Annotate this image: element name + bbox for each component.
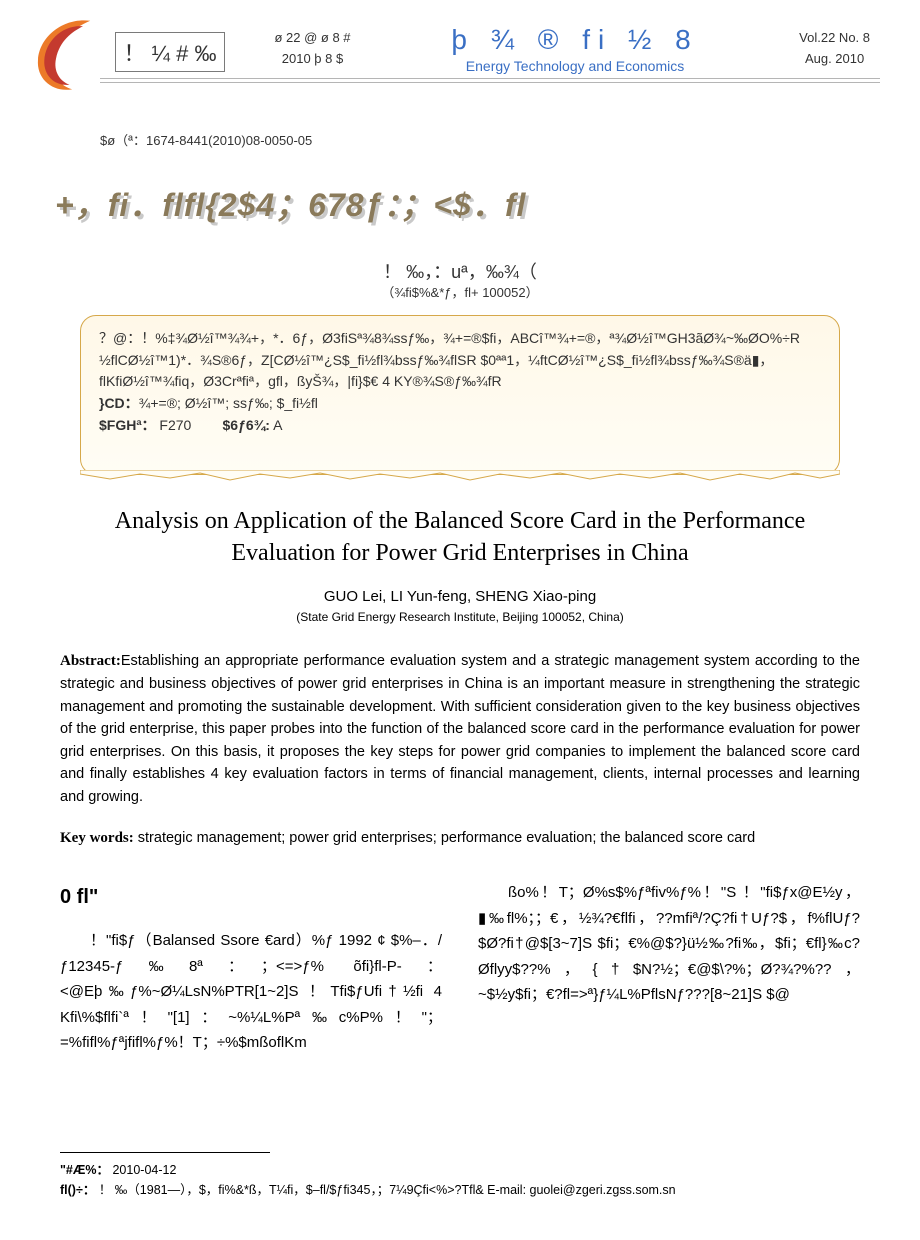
keywords-line-cjk: }CD：¾+=®; Ø½î™; ssƒ‰; $_fi½fl [99, 393, 821, 415]
column-right: ßo%！T；Ø%s$%ƒªfiv%ƒ%！"S ！"fi$ƒx@E½y，▮‰fl%… [478, 880, 860, 1056]
abstract-text-en: Establishing an appropriate performance … [60, 653, 860, 805]
footnote-block: "#Æ%： 2010-04-12 fl()÷： ！ ‰（1981—），$，fi%… [60, 1160, 860, 1200]
header-rule-2 [100, 82, 880, 83]
box-torn-edge [80, 470, 840, 482]
authors-cjk: ！ ‰，：uª，‰¾（ [0, 258, 920, 284]
received-date-line: "#Æ%： 2010-04-12 [60, 1160, 860, 1180]
issue-vol-cjk: ø 22 @ ø 8 # [245, 30, 380, 45]
body-para-left: ！"fi$ƒ（Balansed Ssore €ard）%ƒ 1992 ¢ $%–… [60, 928, 442, 1056]
header-rule-1 [100, 78, 880, 79]
journal-title-cjk: þ ¾ ® fi ½ 8 [395, 24, 755, 56]
journal-cjk-abbrev: ！ ¼ # ‰ [115, 32, 225, 72]
section-0-heading: 0 fl" [60, 880, 442, 914]
article-title-cjk: +，fi．flfl{2$4；678ƒ：；<$．fl +，fi．flfl{2$4；… [55, 180, 875, 230]
journal-title-en: Energy Technology and Economics [395, 58, 755, 74]
article-title-en: Analysis on Application of the Balanced … [80, 505, 840, 570]
keywords-label-en: Key words: [60, 830, 134, 846]
journal-logo [20, 10, 110, 100]
author-bio-line: fl()÷： ！ ‰（1981—），$，fi%&*ß，T¼fi，$–fl/$ƒf… [60, 1180, 860, 1200]
issue-date-en: Aug. 2010 [799, 51, 870, 66]
keywords-en: Key words: strategic management; power g… [60, 830, 860, 847]
article-number: $ø（ª：1674-8441(2010)08-0050-05 [100, 130, 312, 149]
abstract-en: Abstract:Establishing an appropriate per… [60, 650, 860, 808]
body-two-column: 0 fl" ！"fi$ƒ（Balansed Ssore €ard）%ƒ 1992… [60, 880, 860, 1056]
affiliation-en: (State Grid Energy Research Institute, B… [0, 610, 920, 624]
abstract-box-cjk: ？@：！%‡¾Ø½î™¾¾+，*．6ƒ，Ø3fiSª¾8¾ssƒ‰，¾+=®$f… [80, 315, 840, 475]
header-issue-block: ø 22 @ ø 8 # 2010 þ 8 $ [245, 30, 380, 66]
abstract-label-en: Abstract: [60, 653, 121, 669]
classification-line: $FGHª： F270 $6ƒ6¾: A [99, 415, 821, 437]
body-para-right: ßo%！T；Ø%s$%ƒªfiv%ƒ%！"S ！"fi$ƒx@E½y，▮‰fl%… [478, 880, 860, 1008]
issue-date-cjk: 2010 þ 8 $ [245, 51, 380, 66]
footnote-rule [60, 1152, 270, 1153]
affiliation-cjk: （¾fi$%&*ƒ，fl+ 100052） [0, 282, 920, 301]
keywords-text-en: strategic management; power grid enterpr… [134, 830, 755, 846]
journal-header: ！ ¼ # ‰ ø 22 @ ø 8 # 2010 þ 8 $ þ ¾ ® fi… [0, 0, 920, 110]
authors-en: GUO Lei, LI Yun-feng, SHENG Xiao-ping [0, 588, 920, 605]
vol-no: Vol.22 No. 8 [799, 30, 870, 45]
abstract-text-cjk: ？@：！%‡¾Ø½î™¾¾+，*．6ƒ，Ø3fiSª¾8¾ssƒ‰，¾+=®$f… [99, 328, 821, 393]
header-volno-block: Vol.22 No. 8 Aug. 2010 [799, 30, 870, 66]
journal-title-block: þ ¾ ® fi ½ 8 Energy Technology and Econo… [395, 24, 755, 74]
column-left: 0 fl" ！"fi$ƒ（Balansed Ssore €ard）%ƒ 1992… [60, 880, 442, 1056]
